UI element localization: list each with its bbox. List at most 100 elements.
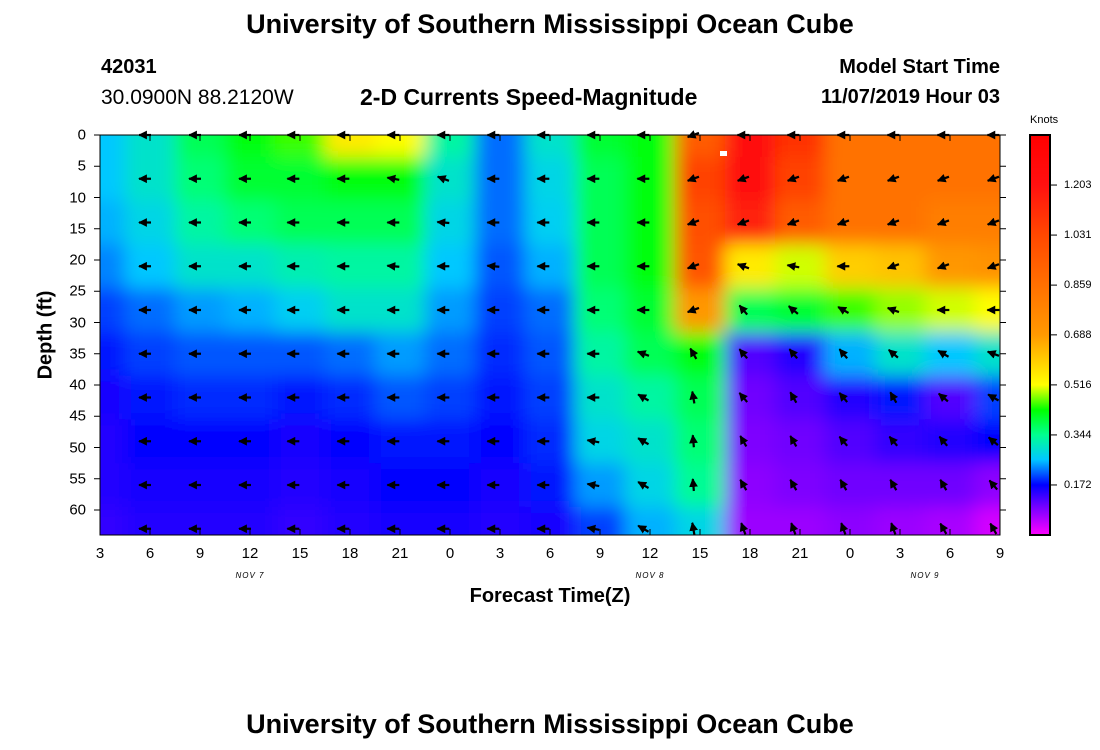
heat-cell [325,156,376,202]
colorbar-tick-label: 0.859 [1064,279,1092,292]
current-arrow [886,261,900,270]
day-label: NOV 7 [235,571,265,580]
heat-cell [325,419,376,464]
heat-cell [525,331,576,377]
heat-cell [525,375,576,420]
current-arrow [939,479,949,491]
current-arrow [988,479,999,491]
heat-cell [475,200,526,245]
heat-cell [525,419,576,464]
heat-cell [375,244,426,289]
heat-cell [675,463,726,508]
heat-cell [525,288,576,333]
heat-cell [375,419,426,464]
heat-cell [475,156,526,202]
heat-cell [525,200,576,245]
current-arrow [789,435,799,447]
heat-cell [425,331,476,377]
current-arrow [839,479,849,491]
heat-cell [425,288,476,333]
heat-cell [825,200,876,245]
heat-cell [975,331,1000,377]
heat-cell [575,244,626,289]
heat-cell [325,288,376,333]
heat-cell [775,419,826,464]
current-arrow [689,434,698,448]
heat-cell [775,331,826,377]
heat-cell [675,288,726,333]
y-tick-label: 35 [69,345,86,363]
heat-cell [975,135,1000,158]
heat-cell [775,200,826,245]
heat-cell [525,156,576,202]
colorbar-tick-label: 0.172 [1064,478,1092,491]
heat-cell [275,288,326,333]
heat-cell [875,200,926,245]
current-arrow [986,350,1000,359]
heat-cell [275,135,326,158]
heat-cell [725,244,776,289]
current-arrow [436,175,450,184]
y-tick-label: 55 [69,470,86,488]
x-tick-label: 18 [741,545,759,562]
y-tick-label: 60 [69,501,86,519]
heat-cell [575,288,626,333]
heat-cell [275,375,326,420]
heat-cell [975,200,1000,245]
x-tick-label: 3 [895,545,905,562]
current-arrow [686,173,700,183]
heat-cell [475,244,526,289]
colorbar-tick-label: 0.344 [1064,428,1092,441]
heat-cell [725,135,776,158]
heat-cell [100,463,126,508]
heat-cell [425,244,476,289]
heat-cell [375,288,426,333]
heat-cell [625,244,676,289]
heat-cell [625,375,676,420]
heat-cell [775,156,826,202]
y-tick-label: 0 [77,126,86,144]
heat-cell [775,244,826,289]
current-arrow [986,173,1000,183]
current-arrow [738,392,749,403]
heat-cell [875,375,926,420]
heat-cell [925,331,976,377]
heat-cell [325,135,376,158]
heat-cell [725,288,776,333]
heat-cell [425,463,476,508]
heat-cell [775,463,826,508]
current-arrow [689,478,698,492]
colorbar-tick-label: 1.203 [1064,179,1092,192]
heat-cell [925,244,976,289]
current-arrow [837,306,850,315]
current-arrow [686,217,700,226]
heat-cell [275,156,326,202]
heat-cell [275,331,326,377]
day-label: NOV 8 [635,571,665,580]
current-arrow [838,392,849,403]
heat-cell [875,288,926,333]
current-arrow [936,173,950,183]
heat-cell [875,135,926,158]
heat-cell [375,375,426,420]
heat-cell [725,200,776,245]
current-arrow [839,522,849,535]
heat-cell [925,419,976,464]
x-tick-label: 0 [845,545,855,562]
heat-cell [975,156,1000,202]
heat-cell [875,463,926,508]
x-tick-label: 9 [195,545,205,562]
y-tick-label: 30 [69,314,86,331]
heat-cell [675,200,726,245]
heat-cell [575,331,626,377]
heat-cell [275,463,326,508]
hotspot-marker [720,151,727,156]
current-arrow [936,217,950,226]
colorbar-unit-label: Knots [1030,114,1059,126]
heat-cell [325,244,376,289]
current-arrow [889,479,899,491]
heat-cell [275,419,326,464]
current-arrow [936,261,950,270]
colorbar-tick-label: 0.688 [1064,328,1092,341]
heat-cell [375,331,426,377]
